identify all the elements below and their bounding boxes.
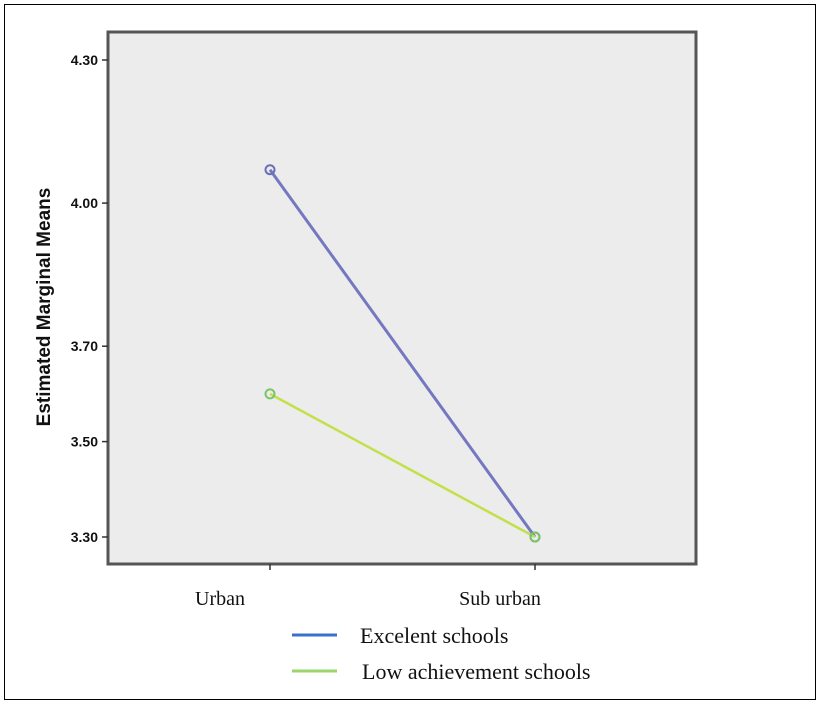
x-axis: Urban Sub urban	[195, 564, 541, 610]
y-tick-label: 4.30	[71, 52, 98, 68]
series-line-excelent-schools	[268, 168, 537, 538]
y-tick-label: 3.30	[71, 529, 98, 545]
y-tick-label: 3.50	[71, 434, 98, 450]
data-point	[529, 531, 541, 543]
plot-area	[106, 30, 698, 566]
x-tick-label: Sub urban	[459, 588, 541, 610]
legend-label: Low achievement schools	[362, 659, 591, 684]
series-line-low-achievement-schools	[269, 392, 536, 539]
series-layer	[264, 164, 541, 543]
data-point	[264, 388, 276, 400]
legend-label: Excelent schools	[360, 623, 508, 648]
y-tick-label: 4.00	[71, 195, 98, 211]
y-axis-label: Estimated Marginal Means	[34, 188, 55, 427]
legend: Excelent schools Low achievement schools	[292, 623, 591, 684]
y-axis: 3.30 3.50 3.70 4.00 4.30	[71, 52, 108, 545]
y-tick-label: 3.70	[71, 338, 98, 354]
x-tick-label: Urban	[195, 588, 245, 610]
data-point	[264, 164, 276, 176]
